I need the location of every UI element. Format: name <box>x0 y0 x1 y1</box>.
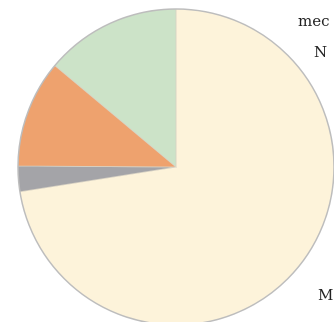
pie-label-mec: mec <box>298 12 330 30</box>
pie-label-m: M <box>318 286 333 304</box>
pie-slices <box>17 8 334 326</box>
pie-label-n: N <box>314 43 327 61</box>
